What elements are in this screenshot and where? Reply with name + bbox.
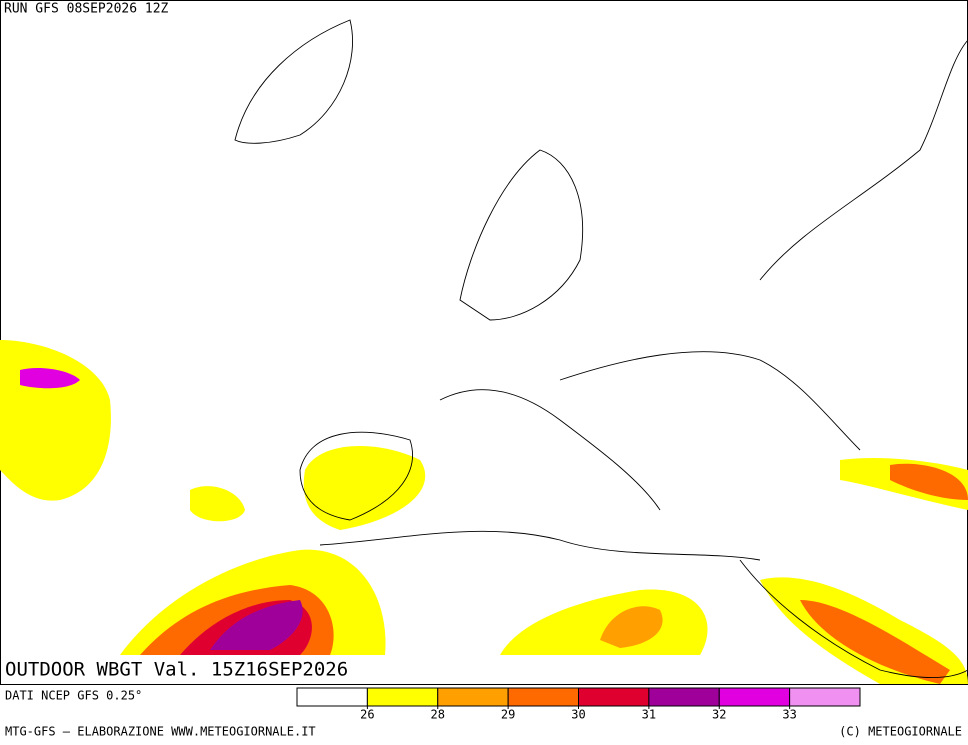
map-fields bbox=[0, 340, 968, 684]
coastline bbox=[234, 19, 353, 144]
source-label: DATI NCEP GFS 0.25° bbox=[5, 689, 142, 703]
legend-swatch bbox=[296, 687, 368, 707]
coastline bbox=[439, 389, 661, 511]
legend-swatch bbox=[648, 687, 720, 707]
legend-swatch bbox=[718, 687, 791, 707]
field bbox=[600, 606, 663, 648]
field bbox=[190, 486, 245, 522]
title-box bbox=[1, 655, 401, 684]
field bbox=[210, 600, 303, 650]
legend-tick-label: 28 bbox=[431, 708, 445, 722]
footer-left: MTG-GFS — ELABORAZIONE WWW.METEOGIORNALE… bbox=[5, 725, 316, 739]
coastline bbox=[559, 351, 861, 451]
legend-swatch bbox=[437, 687, 509, 707]
coastline bbox=[739, 559, 968, 678]
map-frame bbox=[0, 0, 968, 685]
legend: 26 28 29 30 31 32 33 bbox=[296, 687, 861, 722]
coastline bbox=[319, 530, 761, 561]
coastlines bbox=[234, 19, 968, 678]
field bbox=[20, 368, 80, 389]
legend-swatch bbox=[507, 687, 579, 707]
coastline bbox=[459, 149, 584, 321]
legend-swatch bbox=[366, 687, 439, 707]
legend-tick-label: 33 bbox=[782, 708, 796, 722]
footer-right: (C) METEOGIORNALE bbox=[839, 725, 962, 739]
legend-tick-label: 30 bbox=[571, 708, 585, 722]
run-label: RUN GFS 08SEP2026 12Z bbox=[4, 2, 169, 17]
legend-tick-label: 26 bbox=[360, 708, 374, 722]
field bbox=[303, 446, 426, 530]
map-title: OUTDOOR WBGT Val. 15Z16SEP2026 bbox=[5, 659, 348, 681]
legend-tick-label: 29 bbox=[501, 708, 515, 722]
field bbox=[800, 600, 950, 684]
legend-tick-label: 31 bbox=[642, 708, 656, 722]
field bbox=[500, 589, 708, 655]
coastline bbox=[759, 39, 968, 281]
legend-swatch bbox=[789, 687, 861, 707]
coastline bbox=[299, 431, 413, 521]
field bbox=[890, 463, 968, 500]
legend-swatch bbox=[578, 687, 650, 707]
legend-tick-label: 32 bbox=[712, 708, 726, 722]
